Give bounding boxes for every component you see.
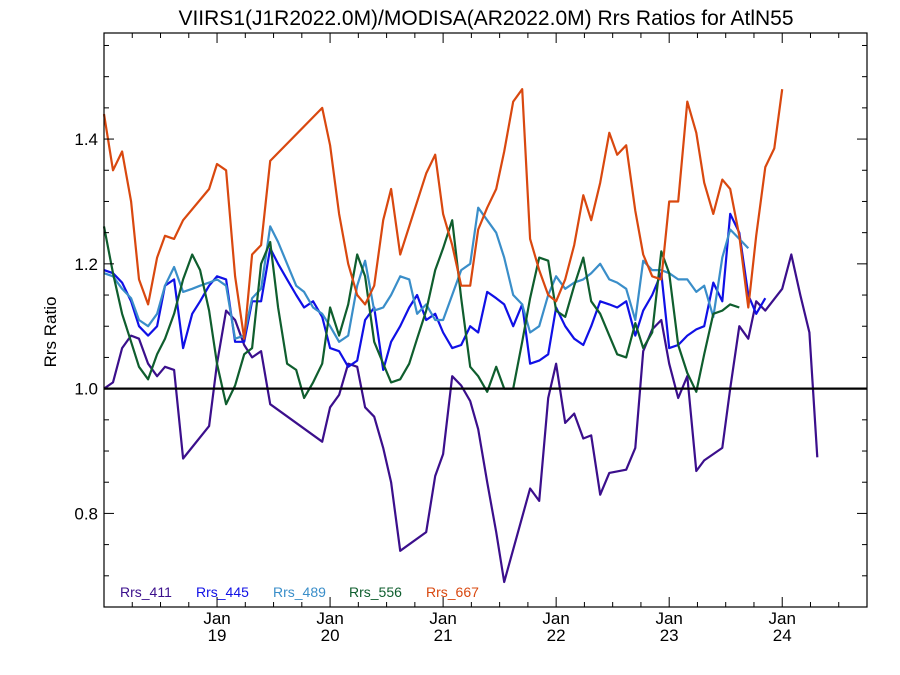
plot-frame — [103, 32, 868, 608]
chart-title: VIIRS1(J1R2022.0M)/MODISA(AR2022.0M) Rrs… — [178, 7, 793, 30]
x-tick-label-month: Jan — [542, 609, 569, 628]
y-tick-label: 0.8 — [74, 504, 98, 523]
legend-label-rrs-411: Rrs_411 — [120, 584, 172, 600]
x-tick-label-month: Jan — [655, 609, 682, 628]
x-tick-label-month: Jan — [429, 609, 456, 628]
series-line-rrs-556 — [102, 219, 740, 406]
x-tick-label-year: 24 — [773, 626, 792, 645]
x-tick-label-year: 19 — [208, 626, 227, 645]
y-tick-label: 1.2 — [74, 255, 98, 274]
x-tick-label-month: Jan — [316, 609, 343, 628]
x-tick-label-year: 23 — [660, 626, 679, 645]
x-tick-label-month: Jan — [203, 609, 230, 628]
x-tick-label-year: 22 — [547, 626, 566, 645]
series-line-rrs-667 — [102, 88, 784, 340]
series-line-rrs-411 — [103, 253, 819, 584]
series-line-rrs-489 — [103, 206, 750, 343]
y-axis-label: Rrs Ratio — [41, 297, 60, 368]
x-tick-label-year: 20 — [321, 626, 340, 645]
y-tick-label: 1.0 — [74, 380, 98, 399]
legend-label-rrs-489: Rrs_489 — [273, 584, 326, 600]
x-tick-label-year: 21 — [434, 626, 453, 645]
legend-label-rrs-445: Rrs_445 — [196, 584, 249, 600]
plot-area: 0.81.01.21.4Jan19Jan20Jan21Jan22Jan23Jan… — [74, 32, 868, 645]
x-tick-label-month: Jan — [769, 609, 796, 628]
legend-label-rrs-556: Rrs_556 — [349, 584, 402, 600]
y-tick-label: 1.4 — [74, 130, 98, 149]
legend-label-rrs-667: Rrs_667 — [426, 584, 479, 600]
